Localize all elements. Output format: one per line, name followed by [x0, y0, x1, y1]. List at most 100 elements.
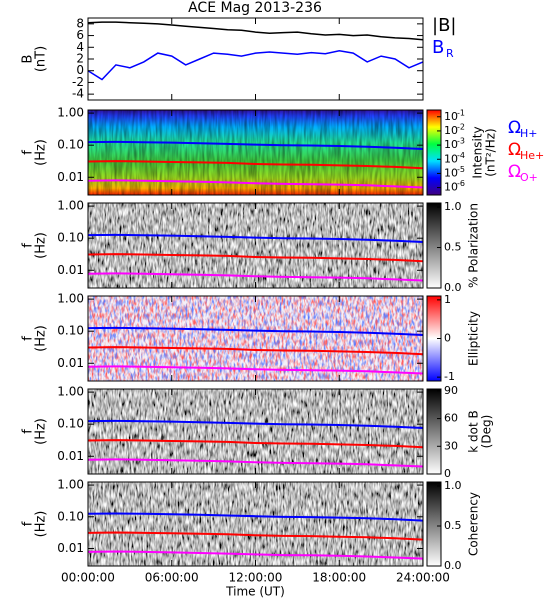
y-tick-label: 0.10 — [57, 138, 84, 152]
legend-sub: He+ — [520, 149, 544, 162]
colorbar-tick-label: 0.0 — [444, 281, 462, 294]
y-tick-label: 1.00 — [57, 385, 84, 399]
y-tick-label: -4 — [72, 87, 84, 101]
legend-label: Ω — [508, 162, 521, 182]
series-line — [88, 140, 423, 150]
series-line — [88, 233, 423, 243]
x-tick-label: 18:00:00 — [312, 571, 366, 585]
series-line — [88, 160, 423, 170]
colorbar-tick-label: 0.0 — [444, 559, 462, 572]
series-line — [88, 419, 423, 429]
spectrogram-blue — [88, 296, 423, 381]
y-axis-label: (Hz) — [34, 325, 49, 352]
colorbar-label: Coherency — [467, 492, 481, 556]
colorbar-label: % Polarization — [467, 203, 481, 288]
y-tick-label: 0.10 — [57, 231, 84, 245]
series-line — [88, 512, 423, 522]
x-tick-label: 24:00:00 — [396, 571, 450, 585]
y-tick-label: 0.10 — [57, 509, 84, 523]
colorbar-tick-label: 0.5 — [444, 241, 462, 254]
y-tick-label: 6 — [76, 28, 84, 42]
colorbar — [426, 481, 442, 567]
y-tick-label: 8 — [76, 16, 84, 30]
y-tick-label: 0.01 — [57, 263, 84, 277]
colorbar-tick-label: 0 — [444, 332, 451, 345]
series-line — [88, 346, 423, 356]
colorbar-tick-sup: -2 — [457, 122, 465, 131]
series-line — [88, 50, 423, 81]
legend-label: |B| — [432, 15, 456, 36]
colorbar-tick-label: 90 — [444, 384, 458, 397]
colorbar-tick-label: 10 — [444, 124, 458, 137]
plot-area — [88, 482, 423, 566]
y-axis-label: f — [21, 429, 36, 434]
series-line — [88, 21, 423, 41]
x-tick-label: 12:00:00 — [229, 571, 283, 585]
series-line — [88, 550, 423, 560]
y-axis-label: (Hz) — [34, 511, 49, 538]
colorbar-tick-label: 1 — [444, 293, 451, 306]
y-tick-label: 0.10 — [57, 324, 84, 338]
y-axis-label: f — [21, 521, 36, 526]
y-tick-label: 0.01 — [57, 356, 84, 370]
x-tick-label: 00:00:00 — [61, 571, 115, 585]
y-tick-label: 0.01 — [57, 541, 84, 555]
y-tick-label: 1.00 — [57, 478, 84, 492]
plot-area — [88, 21, 423, 81]
y-axis-label: f — [21, 243, 36, 248]
plot-area — [88, 296, 423, 381]
series-line — [88, 365, 423, 375]
colorbar-tick-sup: -5 — [457, 165, 465, 174]
y-tick-label: 2 — [76, 52, 84, 66]
spectrogram-image — [88, 203, 423, 288]
plot-area — [88, 203, 423, 288]
plot-area — [88, 389, 423, 474]
colorbar-tick-label: 0.5 — [444, 519, 462, 532]
y-tick-label: 1.00 — [57, 199, 84, 213]
plot-area — [88, 110, 423, 195]
legend-sub: O+ — [520, 171, 538, 184]
colorbar-tick-label: 30 — [444, 439, 458, 452]
y-axis-label: (Hz) — [34, 418, 49, 445]
colorbar — [426, 388, 442, 475]
series-line — [88, 253, 423, 263]
colorbar-tick-label: 0 — [444, 467, 451, 480]
legend-label: Ω — [508, 118, 521, 138]
series-line — [88, 179, 423, 189]
series-line — [88, 439, 423, 449]
series-line — [88, 458, 423, 468]
colorbar-tick-label: -1 — [444, 370, 455, 383]
y-axis-label: (nT) — [34, 46, 49, 72]
y-tick-label: 1.00 — [57, 106, 84, 120]
colorbar-tick-label: 10 — [444, 110, 458, 123]
legend-label: B — [432, 37, 444, 58]
colorbar-label: k dot B — [467, 410, 481, 452]
colorbar-label: Intensity — [471, 126, 485, 178]
colorbar-tick-label: 60 — [444, 412, 458, 425]
colorbar-tick-label: 10 — [444, 152, 458, 165]
y-tick-label: 0.10 — [57, 417, 84, 431]
y-axis-label: f — [21, 336, 36, 341]
colorbar-label: (nT²/Hz) — [484, 128, 498, 176]
legend-label: Ω — [508, 140, 521, 160]
series-line — [88, 531, 423, 541]
spectrogram-image — [88, 389, 423, 474]
colorbar-label: (Deg) — [480, 415, 494, 449]
colorbar-tick-label: 1.0 — [444, 200, 462, 213]
colorbar — [426, 109, 442, 196]
y-axis-label: (Hz) — [34, 232, 49, 259]
colorbar — [426, 202, 442, 289]
y-tick-label: 0 — [76, 63, 84, 77]
y-axis-label: B — [21, 55, 36, 64]
y-axis-label: (Hz) — [34, 139, 49, 166]
x-tick-label: 06:00:00 — [145, 571, 199, 585]
colorbar-tick-sup: -6 — [457, 179, 465, 188]
colorbar-tick-label: 10 — [444, 138, 458, 151]
y-tick-label: 4 — [76, 40, 84, 54]
colorbar-tick-label: 1.0 — [444, 479, 462, 492]
y-tick-label: -2 — [72, 75, 84, 89]
colorbar-tick-label: 10 — [444, 181, 458, 194]
chart-title: ACE Mag 2013-236 — [188, 0, 322, 16]
